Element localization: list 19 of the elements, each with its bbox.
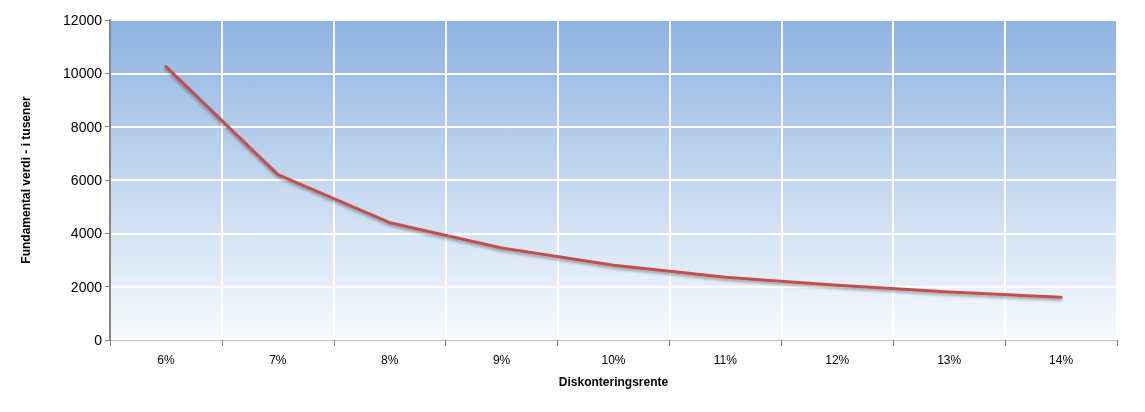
y-tick-label: 0	[94, 332, 103, 348]
y-tick-label: 8000	[70, 118, 103, 135]
x-tick-label: 14%	[1049, 353, 1074, 367]
x-tick-label: 10%	[601, 353, 626, 367]
x-tick-label: 8%	[381, 353, 399, 367]
x-tick-label: 11%	[713, 353, 738, 367]
line-series	[164, 65, 1063, 299]
x-tick-label: 13%	[937, 353, 962, 367]
y-axis-title: Fundamental verdi - i tusener	[19, 95, 33, 264]
y-tick-label: 12000	[63, 12, 103, 28]
y-tick-label: 4000	[70, 225, 103, 242]
x-tick-label: 7%	[269, 353, 287, 367]
y-tick-label: 6000	[70, 172, 103, 188]
x-tick-label: 9%	[492, 353, 511, 367]
x-tick-label: 12%	[825, 353, 850, 367]
x-axis-title: Diskonteringsrente	[558, 375, 669, 389]
y-tick-label: 2000	[70, 278, 103, 295]
y-tick-label: 10000	[63, 65, 103, 82]
x-tick-label: 6%	[157, 353, 175, 367]
